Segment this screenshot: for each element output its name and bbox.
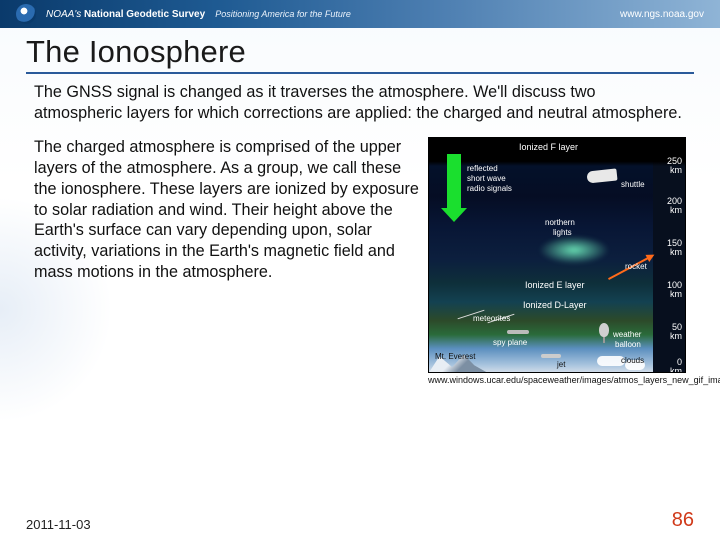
content-row: The charged atmosphere is comprised of t… bbox=[26, 137, 694, 385]
scale-200: 200km bbox=[667, 197, 682, 215]
label-radiosignals: radio signals bbox=[467, 184, 512, 193]
label-shortwave: short wave bbox=[467, 174, 506, 183]
label-lights: lights bbox=[553, 228, 572, 237]
label-rocket: rocket bbox=[625, 262, 647, 271]
scale-100: 100km bbox=[667, 281, 682, 299]
reflection-arrow-icon bbox=[447, 154, 461, 210]
label-jet: jet bbox=[557, 360, 565, 369]
slide-footer: 2011-11-03 86 bbox=[26, 509, 694, 532]
scale-150: 150km bbox=[667, 239, 682, 257]
label-e-layer: Ionized E layer bbox=[525, 280, 585, 290]
banner-url: www.ngs.noaa.gov bbox=[620, 9, 704, 20]
scale-0: 0km bbox=[670, 358, 682, 373]
spyplane-icon bbox=[507, 330, 529, 334]
banner-org: NOAA's National Geodetic Survey bbox=[46, 9, 205, 20]
label-meteorites: meteorites bbox=[473, 314, 510, 323]
label-spyplane: spy plane bbox=[493, 338, 527, 347]
noaa-logo-icon bbox=[16, 4, 36, 24]
banner-left: NOAA's National Geodetic Survey Position… bbox=[16, 4, 351, 24]
banner-org-prefix: NOAA's bbox=[46, 9, 81, 20]
atmosphere-layers-figure: 250km 200km 150km 100km 50km 0km Ionized… bbox=[428, 137, 686, 373]
jet-icon bbox=[541, 354, 561, 358]
footer-page-number: 86 bbox=[672, 509, 694, 532]
scale-250: 250km bbox=[667, 157, 682, 175]
noaa-banner: NOAA's National Geodetic Survey Position… bbox=[0, 0, 720, 28]
slide-title: The Ionosphere bbox=[26, 34, 694, 74]
intro-paragraph: The GNSS signal is changed as it travers… bbox=[26, 82, 694, 123]
label-everest: Mt. Everest bbox=[435, 352, 475, 361]
label-weather: weather bbox=[613, 330, 641, 339]
label-balloon: balloon bbox=[615, 340, 641, 349]
footer-date: 2011-11-03 bbox=[26, 517, 91, 532]
label-clouds: clouds bbox=[621, 356, 644, 365]
scale-50: 50km bbox=[670, 323, 682, 341]
label-reflected: reflected bbox=[467, 164, 498, 173]
banner-org-bold: National Geodetic Survey bbox=[84, 9, 205, 20]
label-shuttle: shuttle bbox=[621, 180, 645, 189]
label-northern: northern bbox=[545, 218, 575, 227]
figure-credit: www.windows.ucar.edu/spaceweather/images… bbox=[428, 375, 686, 385]
label-f-layer: Ionized F layer bbox=[519, 142, 578, 152]
body-paragraph: The charged atmosphere is comprised of t… bbox=[34, 137, 420, 385]
figure-wrap: 250km 200km 150km 100km 50km 0km Ionized… bbox=[428, 137, 686, 385]
label-d-layer: Ionized D-Layer bbox=[523, 300, 587, 310]
slide-body: The Ionosphere The GNSS signal is change… bbox=[0, 28, 720, 540]
banner-tagline: Positioning America for the Future bbox=[215, 9, 351, 19]
shuttle-icon bbox=[586, 169, 617, 184]
balloon-icon bbox=[599, 323, 609, 337]
altitude-scale: 250km 200km 150km 100km 50km 0km bbox=[653, 138, 685, 372]
